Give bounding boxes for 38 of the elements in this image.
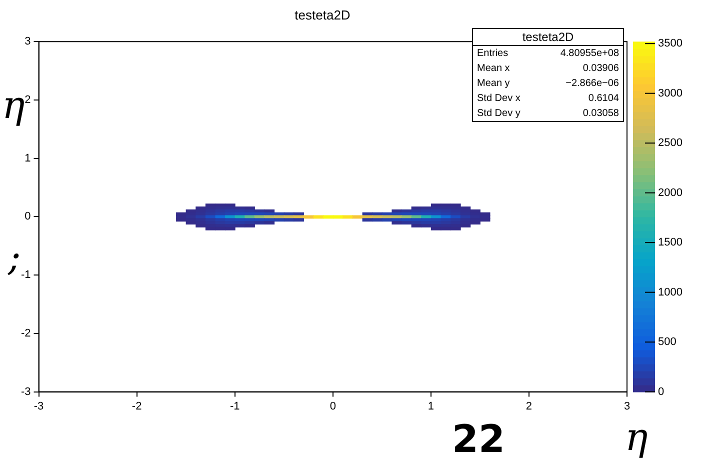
annotation: testeta2D — [473, 29, 623, 46]
x-tick-label: 3 — [624, 400, 630, 412]
x-tick-label: 0 — [330, 400, 336, 412]
annotation: 0.03906 — [582, 63, 619, 74]
y-tick-label: 3 — [24, 36, 31, 48]
annotation: 4.80955e+08 — [560, 48, 619, 59]
y-tick-label: -1 — [21, 269, 31, 282]
x-tick-label: -3 — [34, 400, 44, 412]
x-tick-label: 2 — [526, 400, 532, 412]
annotation: Entries — [477, 48, 508, 59]
annotation: Std Dev y — [477, 108, 520, 119]
y-tick-label: 2 — [24, 94, 31, 106]
annotation: −2.866e−06 — [566, 78, 619, 89]
color-bar-label: 3000 — [658, 87, 682, 100]
text: ; — [8, 235, 21, 279]
color-bar-label: 1500 — [658, 236, 682, 249]
annotation: Mean x — [477, 63, 510, 74]
color-bar-label: 2500 — [658, 137, 682, 150]
annotation: Mean y — [477, 78, 510, 89]
y-tick-label: 1 — [24, 152, 31, 164]
y-tick-label: 0 — [24, 210, 31, 223]
annotation: Std Dev x — [477, 93, 520, 104]
annotation: 0.6104 — [588, 93, 619, 104]
chart-title: testeta2D — [294, 7, 350, 22]
y-tick-label: -2 — [21, 327, 31, 340]
color-bar-label: 2000 — [658, 186, 682, 199]
annotation: 0.03058 — [582, 108, 619, 119]
text: η — [2, 83, 25, 127]
y-tick-label: -3 — [21, 386, 31, 398]
x-tick-label: -1 — [230, 400, 240, 412]
color-bar-label: 0 — [658, 386, 664, 398]
x-tick-label: -2 — [132, 400, 142, 412]
x-tick-label: 1 — [428, 400, 434, 412]
color-bar-label: 500 — [658, 336, 676, 348]
color-bar-label: 3500 — [658, 38, 682, 50]
color-bar-label: 1000 — [658, 286, 682, 298]
text: η — [625, 415, 648, 459]
text: 22 — [452, 417, 505, 461]
